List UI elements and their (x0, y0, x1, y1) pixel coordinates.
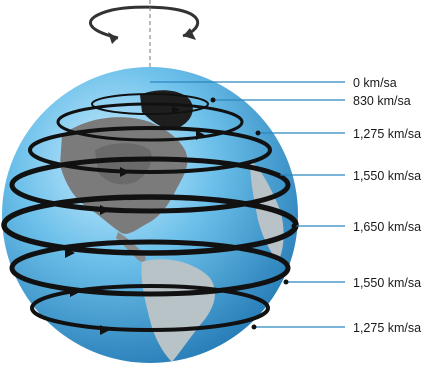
leader-dots (210, 97, 297, 330)
greenland-landmass (140, 90, 193, 130)
speed-label-4: 1,650 km/sa (353, 220, 421, 234)
ring-6 (30, 284, 270, 332)
speed-label-2: 1,275 km/sa (353, 127, 421, 141)
leader-lines (150, 81, 345, 328)
speed-label-0: 0 km/sa (353, 76, 397, 90)
ring-5 (9, 239, 291, 297)
ring-2 (28, 126, 272, 174)
rotation-arrow-icon (88, 5, 200, 44)
ring-1 (56, 102, 244, 142)
ring-3 (9, 156, 291, 214)
speed-label-6: 1,275 km/sa (353, 321, 421, 335)
speed-label-3: 1,550 km/sa (353, 169, 421, 183)
speed-labels: 0 km/sa 830 km/sa 1,275 km/sa 1,550 km/s… (353, 76, 421, 335)
speed-label-5: 1,550 km/sa (353, 276, 421, 290)
ring-arrows (65, 106, 205, 335)
ring-0 (91, 93, 209, 115)
speed-label-1: 830 km/sa (353, 94, 411, 108)
